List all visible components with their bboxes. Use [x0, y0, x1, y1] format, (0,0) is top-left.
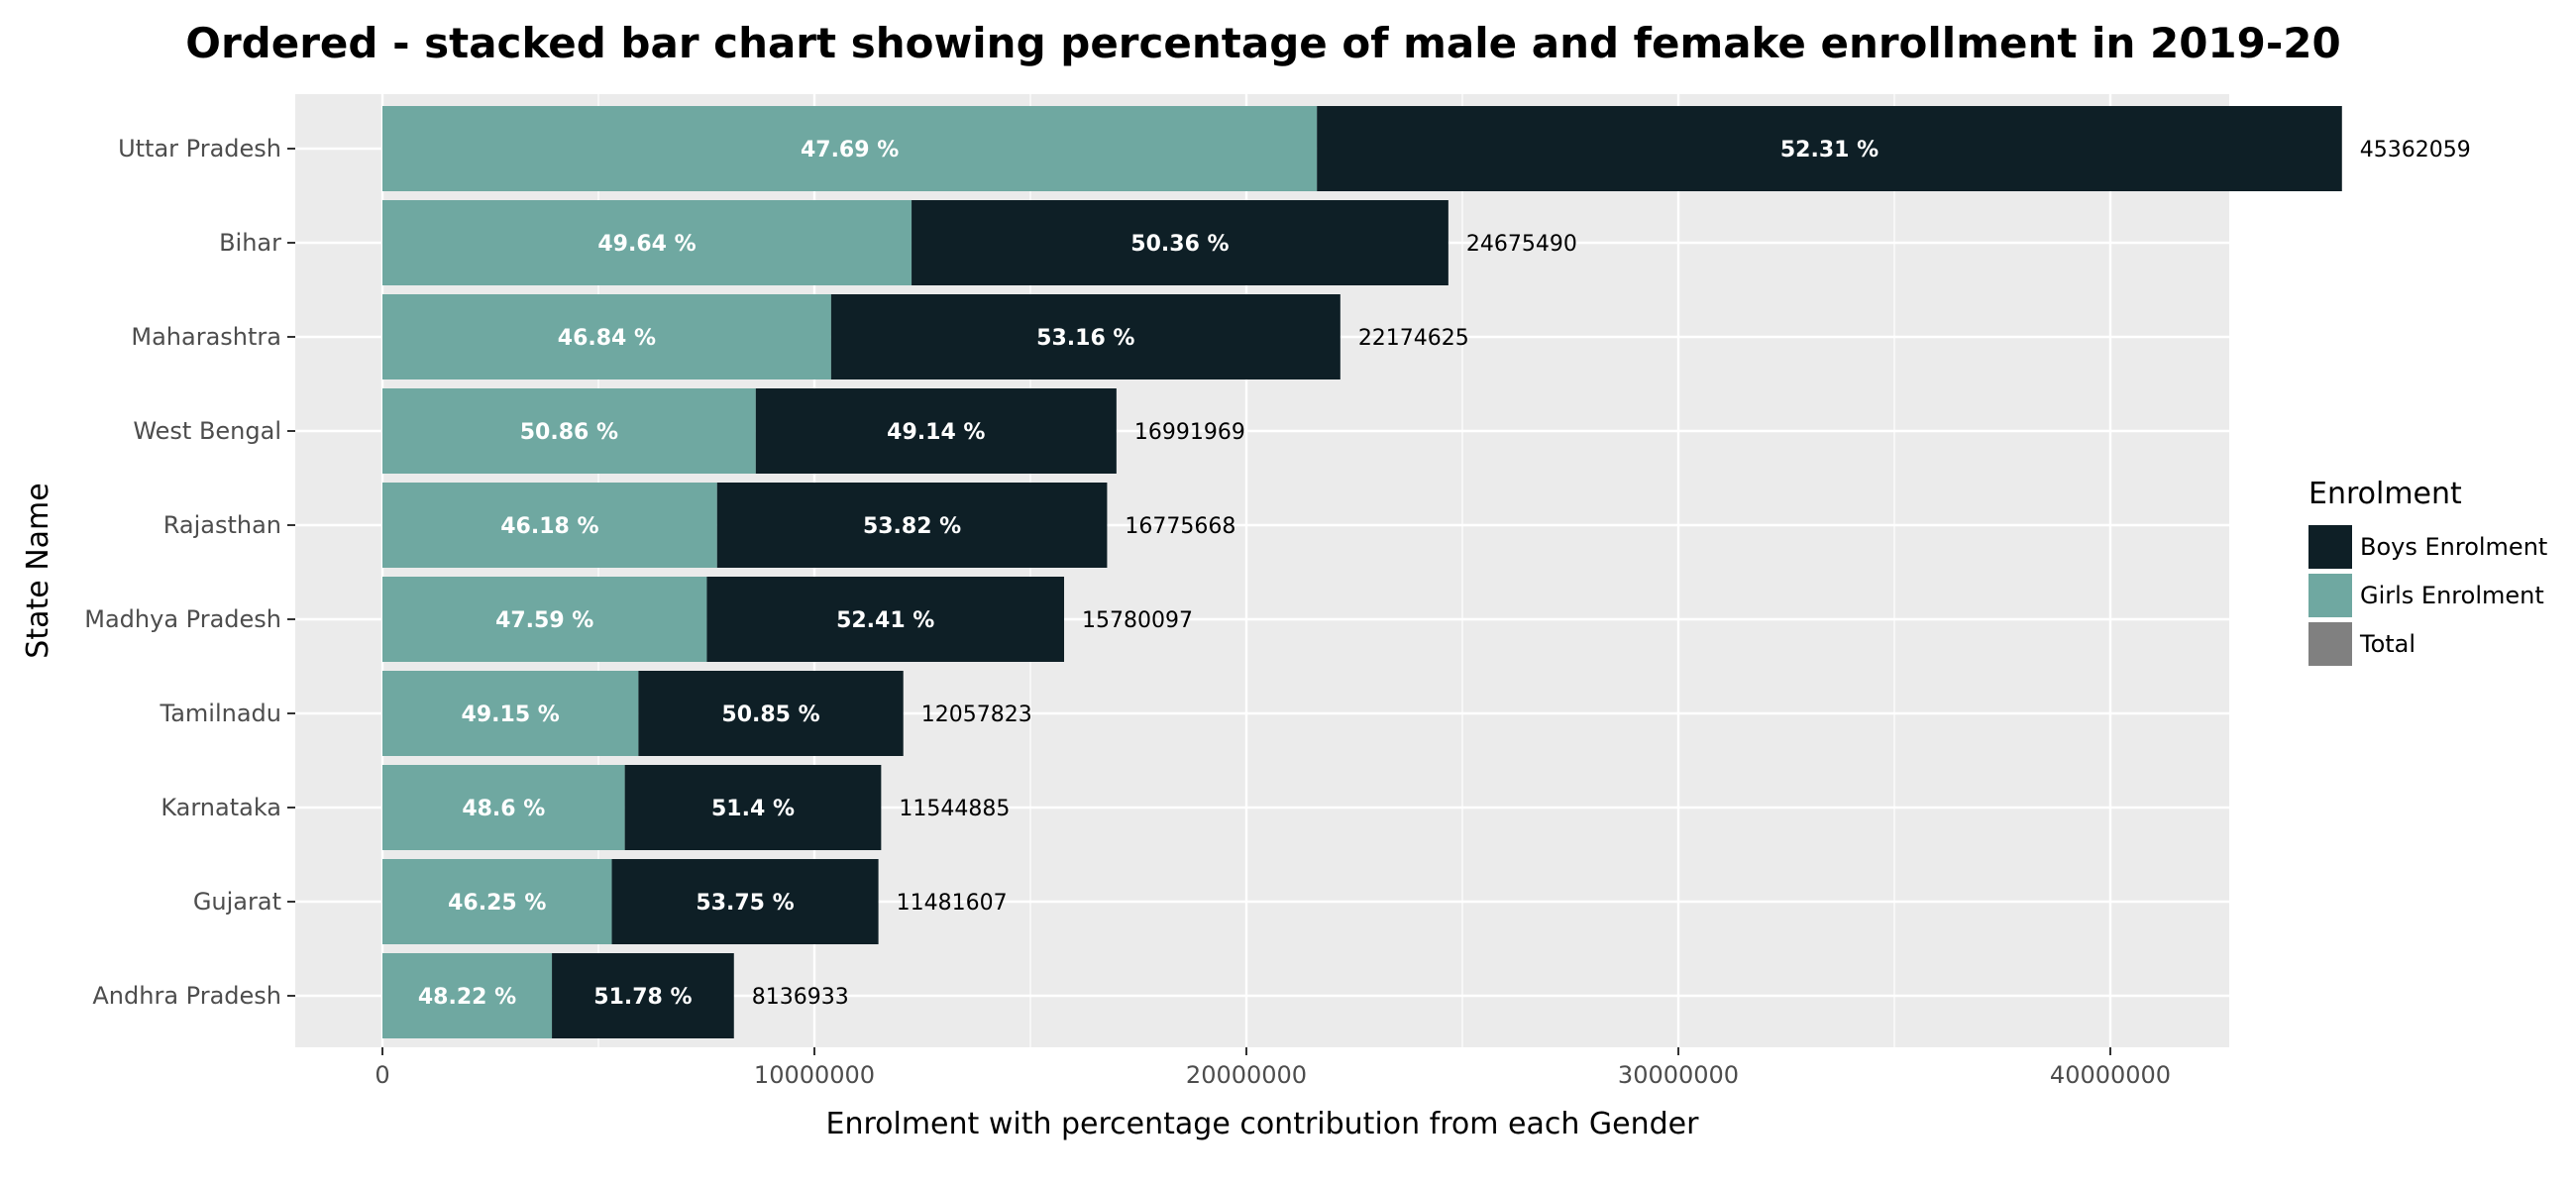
- bar-boys-enrolment: [611, 859, 879, 944]
- legend-swatch: [2308, 525, 2352, 569]
- bar-boys-enrolment: [552, 953, 734, 1038]
- boys-percent-label: 52.31 %: [1780, 138, 1878, 162]
- total-label: 15780097: [1082, 608, 1193, 633]
- total-label: 12057823: [921, 703, 1032, 727]
- y-tick-label: Gujarat: [193, 888, 281, 916]
- legend-label: Boys Enrolment: [2360, 533, 2547, 561]
- girls-percent-label: 47.69 %: [801, 138, 899, 162]
- boys-percent-label: 51.4 %: [711, 797, 795, 821]
- total-label: 24675490: [1466, 232, 1577, 257]
- boys-percent-label: 53.82 %: [863, 514, 961, 539]
- legend-label: Total: [2359, 630, 2415, 658]
- girls-percent-label: 49.15 %: [462, 703, 560, 727]
- bar-girls-enrolment: [382, 577, 707, 662]
- boys-percent-label: 49.14 %: [887, 420, 985, 445]
- total-label: 11544885: [899, 797, 1010, 821]
- bars-layer: 47.69 % 52.31 % 45362059 49.64 % 50.36 % 2467…: [382, 106, 2471, 1038]
- legend: Enrolment Boys Enrolment Girls Enrolment T…: [2308, 477, 2547, 666]
- girls-percent-label: 49.64 %: [597, 232, 696, 257]
- boys-percent-label: 50.85 %: [721, 703, 819, 727]
- bar-boys-enrolment: [1317, 106, 2342, 191]
- boys-percent-label: 53.16 %: [1036, 326, 1134, 351]
- bar-girls-enrolment: [382, 294, 831, 379]
- girls-percent-label: 48.6 %: [462, 797, 545, 821]
- total-label: 45362059: [2360, 138, 2471, 162]
- girls-percent-label: 46.25 %: [448, 891, 546, 916]
- y-tick-label: West Bengal: [133, 417, 281, 445]
- y-tick-label: Tamilnadu: [160, 700, 281, 727]
- boys-percent-label: 51.78 %: [593, 985, 692, 1010]
- girls-percent-label: 46.18 %: [500, 514, 598, 539]
- bar-boys-enrolment: [624, 765, 882, 850]
- girls-percent-label: 48.22 %: [418, 985, 516, 1010]
- total-label: 22174625: [1358, 326, 1469, 351]
- bar-girls-enrolment: [382, 671, 639, 756]
- bar-girls-enrolment: [382, 953, 553, 1038]
- bar-boys-enrolment: [912, 200, 1449, 285]
- x-axis-title: Enrolment with percentage contribution f…: [826, 1107, 1700, 1141]
- girls-percent-label: 50.86 %: [520, 420, 618, 445]
- bar-boys-enrolment: [638, 671, 904, 756]
- bar-girls-enrolment: [382, 106, 1318, 191]
- bar-girls-enrolment: [382, 859, 612, 944]
- legend-swatch: [2308, 622, 2352, 666]
- boys-percent-label: 53.75 %: [696, 891, 794, 916]
- bar-girls-enrolment: [382, 765, 625, 850]
- legend-label: Girls Enrolment: [2360, 582, 2544, 609]
- total-label: 16991969: [1134, 420, 1245, 445]
- y-axis-title: State Name: [21, 483, 55, 658]
- x-tick-label: 0: [375, 1061, 389, 1089]
- x-axis: 0 10000000 20000000 30000000 40000000: [375, 1047, 2171, 1089]
- y-tick-label: Uttar Pradesh: [118, 135, 281, 162]
- x-tick-label: 30000000: [1618, 1061, 1739, 1089]
- total-label: 11481607: [897, 891, 1008, 916]
- legend-swatch: [2308, 574, 2352, 617]
- x-tick-label: 10000000: [754, 1061, 875, 1089]
- x-tick-label: 20000000: [1186, 1061, 1307, 1089]
- y-tick-label: Andhra Pradesh: [92, 982, 281, 1010]
- bar-boys-enrolment: [716, 483, 1108, 568]
- y-tick-label: Maharashtra: [131, 323, 281, 351]
- legend-title: Enrolment: [2308, 477, 2462, 511]
- y-tick-label: Bihar: [219, 229, 281, 257]
- bar-girls-enrolment: [382, 200, 912, 285]
- girls-percent-label: 46.84 %: [558, 326, 656, 351]
- bar-girls-enrolment: [382, 388, 756, 474]
- total-label: 16775668: [1125, 514, 1235, 539]
- x-tick-label: 40000000: [2050, 1061, 2171, 1089]
- total-label: 8136933: [752, 985, 849, 1010]
- boys-percent-label: 50.36 %: [1130, 232, 1229, 257]
- boys-percent-label: 52.41 %: [836, 608, 934, 633]
- y-axis: Uttar Pradesh Bihar Maharashtra West Bengal…: [84, 135, 295, 1010]
- bar-girls-enrolment: [382, 483, 717, 568]
- y-tick-label: Karnataka: [161, 794, 281, 821]
- y-tick-label: Madhya Pradesh: [84, 605, 281, 633]
- bar-boys-enrolment: [755, 388, 1117, 474]
- girls-percent-label: 47.59 %: [495, 608, 593, 633]
- bar-boys-enrolment: [830, 294, 1341, 379]
- bar-boys-enrolment: [706, 577, 1065, 662]
- y-tick-label: Rajasthan: [163, 511, 281, 539]
- chart-title: Ordered - stacked bar chart showing perc…: [185, 19, 2341, 67]
